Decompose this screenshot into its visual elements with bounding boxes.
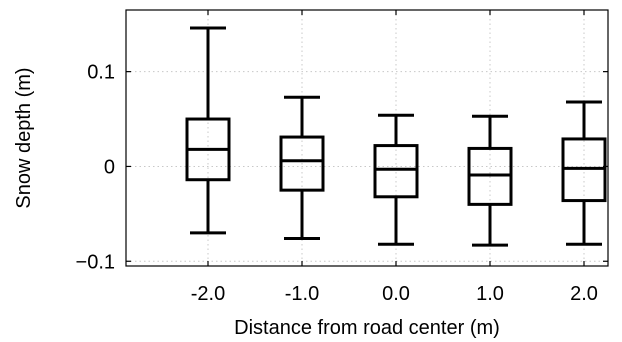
ticks-layer: -2.0 -1.0 0.0 1.0 2.0 −0.1 0 0.1 [76, 10, 608, 305]
box-0.0 [373, 113, 419, 246]
y-tick-label: −0.1 [76, 251, 115, 273]
interquartile-box [373, 144, 419, 199]
grid-layer [126, 10, 608, 266]
x-tick-label: 0.0 [382, 283, 410, 305]
interquartile-box [279, 135, 325, 192]
plot-frame [125, 9, 609, 267]
x-tick-label: -1.0 [285, 283, 319, 305]
y-tick-label: 0.1 [87, 62, 115, 84]
y-tick-label: 0 [104, 156, 115, 178]
box--2.0 [185, 26, 231, 235]
x-tick-label: 2.0 [570, 283, 598, 305]
y-axis-label: Snow depth (m) [13, 67, 35, 208]
x-axis-label: Distance from road center (m) [234, 317, 500, 339]
box-1.0 [467, 114, 513, 247]
x-tick-label: -2.0 [191, 283, 225, 305]
boxes-layer [185, 26, 607, 247]
x-tick-label: 1.0 [476, 283, 504, 305]
box--1.0 [279, 95, 325, 241]
box-2.0 [561, 100, 607, 246]
